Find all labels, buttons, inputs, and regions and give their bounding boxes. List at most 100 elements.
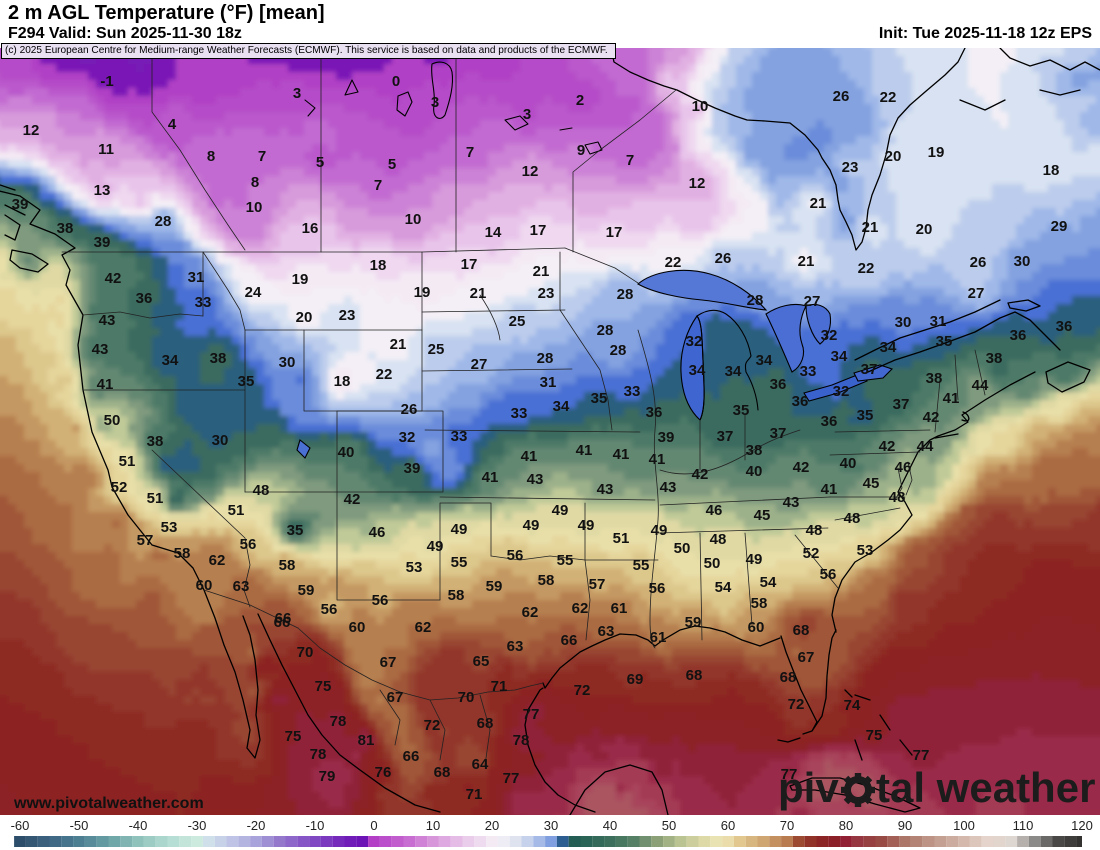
svg-text:30: 30 <box>895 314 912 331</box>
svg-text:66: 66 <box>275 610 292 627</box>
svg-text:-30: -30 <box>188 818 207 833</box>
svg-text:53: 53 <box>406 559 423 576</box>
svg-text:90: 90 <box>898 818 912 833</box>
svg-text:27: 27 <box>968 285 985 302</box>
svg-text:68: 68 <box>686 667 703 684</box>
svg-text:35: 35 <box>591 390 608 407</box>
svg-text:69: 69 <box>627 671 644 688</box>
svg-text:2: 2 <box>576 92 584 109</box>
svg-text:38: 38 <box>57 220 74 237</box>
svg-text:63: 63 <box>233 578 250 595</box>
svg-text:10: 10 <box>405 211 422 228</box>
svg-text:33: 33 <box>511 405 528 422</box>
svg-text:53: 53 <box>857 542 874 559</box>
svg-text:56: 56 <box>372 592 389 609</box>
svg-text:70: 70 <box>458 689 475 706</box>
svg-text:36: 36 <box>1010 327 1027 344</box>
svg-text:-40: -40 <box>129 818 148 833</box>
svg-text:48: 48 <box>889 489 906 506</box>
svg-text:43: 43 <box>783 494 800 511</box>
svg-text:36: 36 <box>646 404 663 421</box>
svg-text:-50: -50 <box>70 818 89 833</box>
svg-text:38: 38 <box>210 350 227 367</box>
svg-text:66: 66 <box>403 748 420 765</box>
svg-text:56: 56 <box>507 547 524 564</box>
svg-text:30: 30 <box>544 818 558 833</box>
svg-text:72: 72 <box>788 696 805 713</box>
svg-text:41: 41 <box>482 469 499 486</box>
svg-text:25: 25 <box>428 341 445 358</box>
svg-text:27: 27 <box>804 293 821 310</box>
svg-text:61: 61 <box>650 629 667 646</box>
svg-text:68: 68 <box>477 715 494 732</box>
svg-text:77: 77 <box>913 747 930 764</box>
svg-text:77: 77 <box>503 770 520 787</box>
svg-text:54: 54 <box>715 579 732 596</box>
svg-text:7: 7 <box>466 144 474 161</box>
svg-text:55: 55 <box>633 557 650 574</box>
svg-text:28: 28 <box>747 292 764 309</box>
svg-text:34: 34 <box>162 352 179 369</box>
svg-text:56: 56 <box>321 601 338 618</box>
svg-text:67: 67 <box>380 654 397 671</box>
svg-text:51: 51 <box>119 453 136 470</box>
svg-text:7: 7 <box>626 152 634 169</box>
svg-text:50: 50 <box>662 818 676 833</box>
svg-text:37: 37 <box>770 425 787 442</box>
svg-text:20: 20 <box>916 221 933 238</box>
svg-text:63: 63 <box>598 623 615 640</box>
svg-text:62: 62 <box>572 600 589 617</box>
svg-text:39: 39 <box>658 429 675 446</box>
svg-text:56: 56 <box>649 580 666 597</box>
svg-text:26: 26 <box>970 254 987 271</box>
svg-text:75: 75 <box>285 728 302 745</box>
svg-text:51: 51 <box>228 502 245 519</box>
svg-text:tal weather: tal weather <box>876 764 1095 811</box>
svg-text:41: 41 <box>943 390 960 407</box>
svg-text:60: 60 <box>196 577 213 594</box>
svg-text:44: 44 <box>917 438 934 455</box>
svg-text:57: 57 <box>137 532 154 549</box>
svg-text:18: 18 <box>334 373 351 390</box>
svg-text:49: 49 <box>746 551 763 568</box>
svg-text:79: 79 <box>319 768 336 785</box>
svg-text:40: 40 <box>840 455 857 472</box>
svg-text:20: 20 <box>296 309 313 326</box>
svg-text:49: 49 <box>578 517 595 534</box>
svg-text:40: 40 <box>338 444 355 461</box>
svg-text:10: 10 <box>692 98 709 115</box>
svg-text:32: 32 <box>399 429 416 446</box>
svg-text:37: 37 <box>861 361 878 378</box>
svg-text:8: 8 <box>207 148 215 165</box>
svg-text:44: 44 <box>972 377 989 394</box>
svg-text:43: 43 <box>597 481 614 498</box>
svg-text:33: 33 <box>195 294 212 311</box>
svg-text:52: 52 <box>803 545 820 562</box>
svg-text:12: 12 <box>23 122 40 139</box>
svg-text:17: 17 <box>461 256 478 273</box>
svg-text:-20: -20 <box>247 818 266 833</box>
svg-text:36: 36 <box>821 413 838 430</box>
svg-text:68: 68 <box>780 669 797 686</box>
svg-text:43: 43 <box>660 479 677 496</box>
svg-text:42: 42 <box>692 466 709 483</box>
svg-text:67: 67 <box>387 689 404 706</box>
svg-text:71: 71 <box>491 678 508 695</box>
svg-text:41: 41 <box>821 481 838 498</box>
svg-text:61: 61 <box>611 600 628 617</box>
svg-text:34: 34 <box>553 398 570 415</box>
svg-text:62: 62 <box>415 619 432 636</box>
svg-text:23: 23 <box>538 285 555 302</box>
svg-text:32: 32 <box>833 383 850 400</box>
svg-text:20: 20 <box>885 148 902 165</box>
svg-text:81: 81 <box>358 732 375 749</box>
svg-text:-60: -60 <box>11 818 30 833</box>
svg-text:28: 28 <box>537 350 554 367</box>
svg-text:31: 31 <box>930 313 947 330</box>
svg-text:66: 66 <box>274 614 291 631</box>
svg-text:60: 60 <box>721 818 735 833</box>
svg-text:32: 32 <box>821 327 838 344</box>
svg-text:0: 0 <box>370 818 377 833</box>
svg-text:25: 25 <box>509 313 526 330</box>
svg-text:46: 46 <box>369 524 386 541</box>
